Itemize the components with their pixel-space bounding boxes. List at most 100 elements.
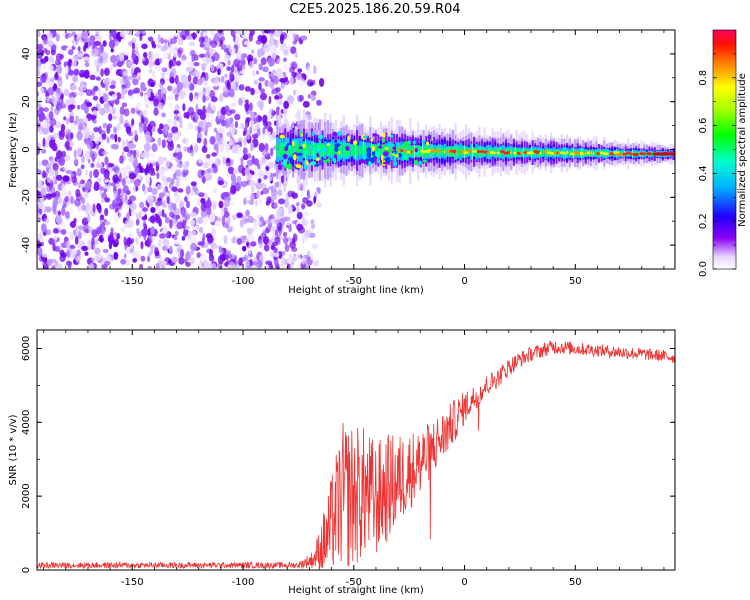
signal-blob	[362, 153, 367, 159]
signal-blob	[421, 140, 426, 143]
signal-peak	[642, 152, 646, 156]
noise-blob	[51, 49, 56, 56]
noise-blob	[179, 119, 183, 129]
signal-peak	[430, 149, 435, 153]
noise-blob	[133, 87, 141, 94]
noise-blob	[140, 152, 147, 158]
noise-blob	[309, 81, 314, 86]
noise-blob	[109, 30, 117, 38]
noise-blob	[40, 187, 47, 196]
noise-blob	[38, 97, 43, 103]
noise-blob	[101, 264, 108, 269]
signal-blob	[370, 138, 374, 142]
noise-blob	[281, 250, 286, 256]
noise-blob	[199, 112, 206, 120]
noise-blob	[37, 146, 41, 156]
noise-blob	[87, 158, 91, 164]
noise-blob	[227, 166, 235, 175]
signal-peak	[583, 151, 586, 155]
snr-frame	[36, 329, 676, 571]
noise-blob	[184, 137, 188, 146]
noise-blob	[302, 100, 310, 108]
noise-blob	[119, 106, 125, 115]
noise-blob	[133, 178, 141, 187]
noise-blob	[111, 93, 118, 101]
signal-blob	[402, 154, 406, 159]
noise-blob	[250, 87, 255, 96]
noise-blob	[230, 173, 236, 183]
signal-blob	[353, 140, 358, 146]
noise-blob	[161, 67, 168, 73]
signal-peak	[443, 150, 446, 154]
noise-blob	[197, 158, 204, 163]
noise-blob	[287, 263, 291, 269]
signal-blob	[303, 163, 309, 170]
noise-blob	[187, 230, 192, 240]
noise-blob	[205, 86, 211, 96]
noise-blob	[148, 171, 156, 176]
noise-blob	[229, 71, 233, 80]
noise-blob	[161, 72, 165, 80]
noise-blob	[161, 209, 165, 218]
noise-blob	[61, 221, 66, 231]
noise-blob	[308, 232, 316, 239]
noise-blob	[151, 187, 158, 195]
signal-blob	[334, 143, 341, 147]
noise-blob	[92, 95, 99, 101]
noise-blob	[220, 207, 224, 217]
noise-blob	[298, 183, 304, 191]
signal-band	[276, 142, 279, 157]
noise-blob	[155, 92, 160, 100]
noise-blob	[249, 235, 256, 242]
noise-blob	[47, 40, 54, 47]
noise-blob	[82, 117, 89, 124]
noise-blob	[140, 228, 148, 237]
noise-blob	[296, 252, 301, 261]
signal-peak	[539, 152, 542, 155]
spectrogram-plot: -150 -100 -50 0 50 -40 -20 0 20 40 Height of str…	[8, 29, 676, 296]
noise-blob	[132, 258, 138, 263]
noise-blob	[177, 188, 184, 193]
noise-blob	[85, 169, 88, 177]
noise-blob	[129, 248, 134, 253]
noise-blob	[186, 250, 190, 260]
noise-blob	[243, 254, 249, 261]
signal-blob	[284, 146, 289, 152]
noise-blob	[120, 258, 126, 265]
noise-blob	[253, 57, 258, 65]
noise-blob	[245, 209, 250, 217]
noise-blob	[123, 108, 130, 117]
noise-blob	[273, 202, 279, 208]
noise-blob	[136, 76, 141, 81]
noise-blob	[200, 119, 208, 129]
noise-blob	[156, 172, 160, 180]
noise-blob	[279, 35, 284, 45]
noise-blob	[104, 208, 109, 216]
noise-blob	[61, 252, 67, 258]
noise-blob	[37, 247, 43, 257]
noise-blob	[269, 251, 275, 258]
noise-blob	[278, 198, 286, 205]
signal-blob	[277, 164, 283, 171]
noise-blob	[236, 237, 242, 245]
noise-blob	[134, 130, 138, 135]
noise-blob	[89, 170, 93, 179]
noise-blob	[37, 69, 40, 77]
noise-blob	[317, 189, 321, 194]
noise-blob	[84, 181, 92, 191]
noise-blob	[46, 193, 53, 200]
signal-blob	[322, 159, 328, 163]
noise-blob	[76, 255, 83, 264]
noise-blob	[174, 240, 180, 245]
noise-blob	[258, 142, 265, 152]
noise-blob	[186, 200, 190, 209]
noise-blob	[222, 86, 229, 93]
noise-blob	[318, 77, 325, 87]
noise-blob	[77, 104, 80, 110]
noise-blob	[253, 52, 256, 60]
noise-blob	[174, 195, 181, 203]
noise-blob	[228, 261, 236, 269]
signal-band	[286, 144, 290, 155]
noise-blob	[231, 214, 238, 221]
noise-blob	[95, 30, 100, 36]
